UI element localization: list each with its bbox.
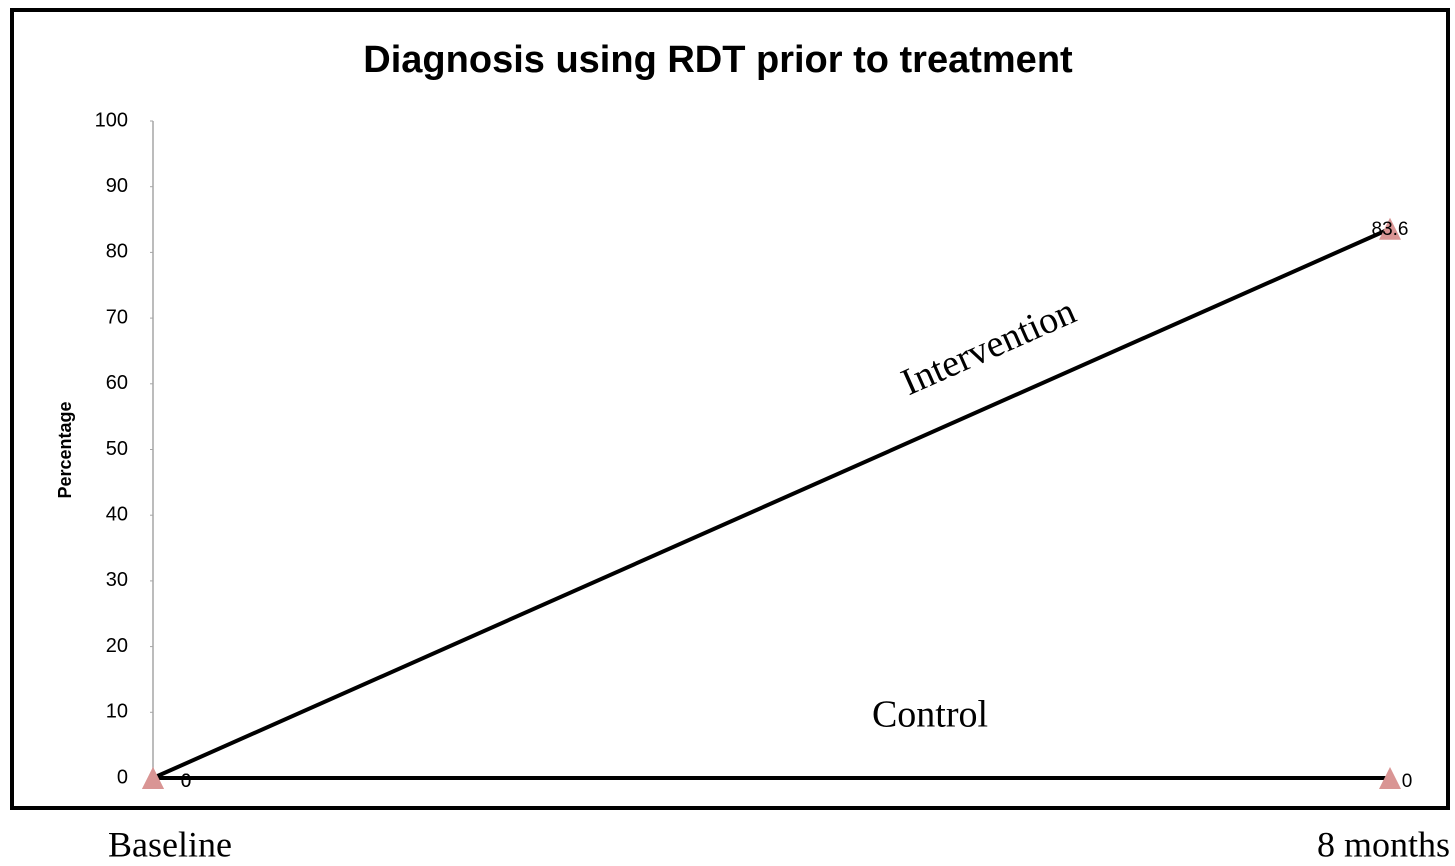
data-label: 0	[181, 771, 192, 792]
y-tick-label: 40	[106, 503, 128, 525]
marker	[1379, 767, 1401, 789]
y-tick-label: 10	[106, 701, 128, 723]
y-tick-label: 90	[106, 175, 128, 197]
chart-title: Diagnosis using RDT prior to treatment	[363, 39, 1073, 81]
data-label: 0	[1402, 771, 1413, 792]
y-tick-label: 70	[106, 306, 128, 328]
data-label: 83.6	[1372, 219, 1409, 240]
x-tick-label: Baseline	[108, 824, 232, 864]
y-tick-label: 50	[106, 438, 128, 460]
y-tick-label: 30	[106, 569, 128, 591]
y-axis-label: Percentage	[55, 401, 75, 498]
y-tick-label: 80	[106, 241, 128, 263]
marker	[142, 767, 164, 789]
series-line	[152, 226, 1391, 780]
y-tick-label: 60	[106, 372, 128, 394]
x-tick-label: 8 months	[1317, 824, 1450, 864]
marker	[1379, 217, 1401, 240]
series-label: Control	[872, 694, 988, 736]
y-tick-label: 20	[106, 635, 128, 657]
data-label: 0	[181, 771, 192, 792]
y-tick-label: 0	[117, 766, 128, 788]
chart-frame	[10, 8, 1450, 810]
y-tick-label: 100	[95, 109, 128, 131]
